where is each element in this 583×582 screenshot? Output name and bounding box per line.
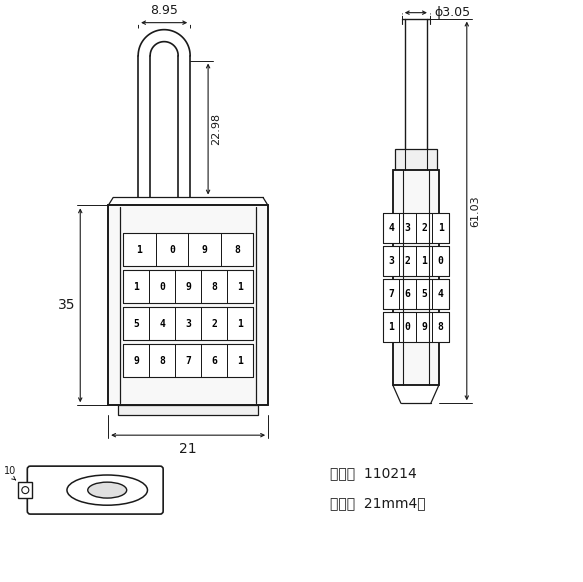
Text: 9: 9 — [185, 282, 191, 292]
Bar — [399, 279, 416, 309]
Text: 1: 1 — [237, 319, 243, 329]
Bar — [123, 307, 149, 340]
Text: 0: 0 — [438, 257, 444, 267]
Bar — [416, 279, 433, 309]
Bar — [399, 246, 416, 276]
Bar — [188, 233, 220, 267]
Bar — [123, 345, 149, 377]
Bar — [399, 214, 416, 243]
Text: 1: 1 — [134, 282, 139, 292]
Text: 21: 21 — [180, 442, 197, 456]
Ellipse shape — [67, 475, 147, 505]
Bar — [108, 205, 268, 405]
Text: 6: 6 — [405, 289, 410, 299]
Text: 2: 2 — [421, 223, 427, 233]
Bar — [433, 279, 449, 309]
Text: 61.03: 61.03 — [470, 195, 480, 227]
Bar — [383, 246, 399, 276]
Bar — [201, 271, 227, 303]
Text: 3: 3 — [388, 257, 394, 267]
Bar — [433, 214, 449, 243]
Text: 8: 8 — [159, 356, 165, 365]
Bar — [393, 171, 439, 385]
Text: 10: 10 — [4, 466, 16, 476]
Bar — [383, 279, 449, 309]
Text: 7: 7 — [388, 289, 394, 299]
Text: 1: 1 — [438, 223, 444, 233]
Text: 尺寸：  21mm4轮: 尺寸： 21mm4轮 — [330, 496, 426, 510]
Text: 7: 7 — [185, 356, 191, 365]
Bar — [433, 246, 449, 276]
Bar — [227, 345, 253, 377]
Bar — [433, 313, 449, 342]
Text: 货号：  110214: 货号： 110214 — [330, 466, 417, 480]
Text: 3: 3 — [405, 223, 410, 233]
Bar — [227, 307, 253, 340]
Text: 9: 9 — [201, 245, 208, 255]
Text: 2: 2 — [405, 257, 410, 267]
Bar — [149, 307, 175, 340]
Text: 1: 1 — [421, 257, 427, 267]
Text: 2: 2 — [211, 319, 217, 329]
Bar — [416, 214, 433, 243]
Text: 8.95: 8.95 — [150, 3, 178, 17]
Bar — [149, 345, 175, 377]
Bar — [220, 233, 253, 267]
Bar — [383, 279, 399, 309]
Bar — [123, 307, 253, 340]
Bar — [395, 148, 437, 171]
Text: 8: 8 — [211, 282, 217, 292]
Text: 1: 1 — [237, 356, 243, 365]
Text: 5: 5 — [421, 289, 427, 299]
Text: 5: 5 — [134, 319, 139, 329]
Bar — [416, 246, 433, 276]
Text: 0: 0 — [169, 245, 175, 255]
Bar — [201, 307, 227, 340]
Text: 8: 8 — [234, 245, 240, 255]
Bar — [123, 271, 149, 303]
Text: 0: 0 — [405, 322, 410, 332]
FancyBboxPatch shape — [27, 466, 163, 514]
Bar — [123, 345, 253, 377]
Text: 1: 1 — [388, 322, 394, 332]
Text: 9: 9 — [134, 356, 139, 365]
Text: 9: 9 — [421, 322, 427, 332]
Text: 4: 4 — [159, 319, 165, 329]
Text: ϕ3.05: ϕ3.05 — [435, 6, 471, 19]
Text: 35: 35 — [58, 299, 75, 313]
Bar — [156, 233, 188, 267]
Bar — [123, 233, 253, 267]
Text: 1: 1 — [136, 245, 142, 255]
Text: 4: 4 — [388, 223, 394, 233]
Text: 0: 0 — [159, 282, 165, 292]
Bar — [393, 171, 439, 385]
Bar — [108, 205, 268, 405]
Bar — [416, 313, 433, 342]
Text: 1: 1 — [237, 282, 243, 292]
Bar — [399, 313, 416, 342]
Bar — [201, 345, 227, 377]
Text: 3: 3 — [185, 319, 191, 329]
Circle shape — [22, 487, 29, 494]
Bar — [227, 271, 253, 303]
Bar — [175, 345, 201, 377]
Bar — [18, 482, 32, 498]
Bar — [175, 307, 201, 340]
Bar — [149, 271, 175, 303]
Bar — [123, 233, 156, 267]
Bar — [383, 214, 449, 243]
Text: 22.98: 22.98 — [211, 113, 221, 145]
Bar — [175, 271, 201, 303]
Bar — [383, 313, 399, 342]
Bar — [123, 271, 253, 303]
Ellipse shape — [87, 482, 127, 498]
Text: 4: 4 — [438, 289, 444, 299]
Bar — [383, 246, 449, 276]
Text: 6: 6 — [211, 356, 217, 365]
Bar — [383, 214, 399, 243]
Bar — [383, 313, 449, 342]
Bar — [118, 405, 258, 415]
Text: 8: 8 — [438, 322, 444, 332]
